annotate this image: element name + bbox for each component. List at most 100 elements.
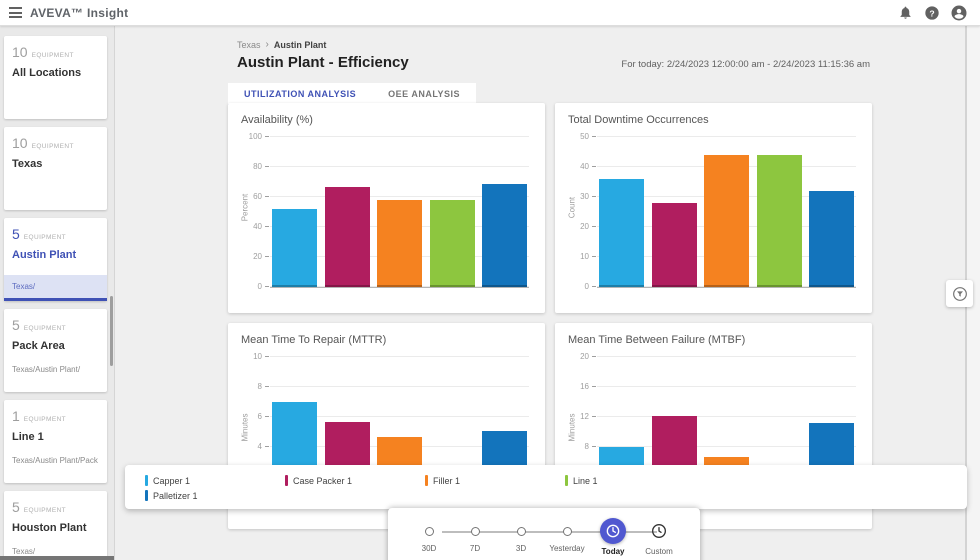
gridline [597,356,856,357]
time-option-yesterday[interactable]: Yesterday [544,518,590,558]
hamburger-menu-icon[interactable] [0,0,30,26]
app-title: AVEVA™ Insight [30,5,129,20]
sidebar-item-pack-area[interactable]: 5 EQUIPMENT Pack Area Texas/Austin Plant… [4,309,107,392]
legend-label: Filler 1 [433,475,461,486]
y-tick-label: 8 [257,382,262,391]
bar-capper-1[interactable] [272,209,317,287]
bar-line-1[interactable] [429,200,475,287]
legend-marker [565,475,568,486]
y-tick-label: 20 [253,252,262,261]
legend-label: Capper 1 [153,475,191,486]
location-path: Texas/Austin Plant/ [12,365,81,374]
time-option-today[interactable]: Today [590,518,636,558]
chart-card-downtime-occurrences: Total Downtime Occurrences Count 0 10 20 30… [555,103,872,313]
bar-case-packer-1[interactable] [324,186,370,287]
legend-item-case-packer-1[interactable]: Case Packer 1 [285,473,425,488]
breadcrumb-austin-plant: Austin Plant [273,39,327,50]
sidebar-item-houston-plant[interactable]: 5 EQUIPMENT Houston Plant Texas/ [4,491,107,560]
notifications-bell-icon[interactable] [896,4,914,22]
sidebar-item-austin-plant[interactable]: 5 EQUIPMENT Austin Plant Texas/ [4,218,107,301]
y-tick-label: 6 [257,412,262,421]
help-icon[interactable]: ? [923,4,941,22]
time-option-30d[interactable]: 30D [406,518,452,558]
tick-mark [592,416,596,417]
bar-capper-1[interactable] [599,179,644,287]
bar-filler-1[interactable] [377,200,422,287]
filter-icon [952,286,967,301]
legend-item-filler-1[interactable]: Filler 1 [425,473,565,488]
bar-line-1[interactable] [756,155,802,287]
location-path: Texas/Austin Plant/Pack ... [12,456,99,465]
tick-mark [265,166,269,167]
tick-mark [592,166,596,167]
equipment-unit-label: EQUIPMENT [31,143,74,150]
tick-mark [265,196,269,197]
equipment-unit-label: EQUIPMENT [23,234,67,241]
y-tick-label: 40 [580,162,589,171]
availability-bar-chart: 0 20 40 60 80 100 [249,132,529,291]
tick-mark [265,136,269,137]
y-tick-label: 60 [253,192,262,201]
time-option-label: 7D [469,544,481,553]
main-content: Texas › Austin Plant Austin Plant - Effi… [115,26,980,560]
y-tick-label: 4 [257,442,262,451]
legend-item-line-1[interactable]: Line 1 [565,473,705,488]
y-tick-label: 100 [248,132,262,141]
tick-mark [592,356,596,357]
time-option-label: Today [601,547,625,556]
equipment-unit-label: EQUIPMENT [31,52,74,59]
sidebar-item-line-1[interactable]: 1 EQUIPMENT Line 1 Texas/Austin Plant/Pa… [4,400,107,483]
tick-mark [265,256,269,257]
location-name: Austin Plant [12,249,77,261]
legend-label: Palletizer 1 [153,490,198,501]
tick-mark [265,356,269,357]
x-axis-baseline [270,287,529,288]
gridline [597,386,856,387]
time-option-label: 30D [421,544,437,553]
tab-oee-analysis[interactable]: OEE ANALYSIS [388,88,461,99]
legend-item-capper-1[interactable]: Capper 1 [145,473,285,488]
gridline [270,416,529,417]
filter-panel-button[interactable] [946,280,973,307]
equipment-count: 5 [12,499,20,515]
breadcrumb: Texas › Austin Plant [237,39,326,50]
tick-mark [265,286,269,287]
timeline-dot [424,527,434,536]
breadcrumb-texas[interactable]: Texas [237,39,261,50]
time-option-7d[interactable]: 7D [452,518,498,558]
y-tick-label: 40 [253,222,262,231]
legend-marker [145,490,148,501]
sidebar-item-texas[interactable]: 10 EQUIPMENT Texas [4,127,107,210]
bar-case-packer-1[interactable] [651,203,697,287]
tick-mark [592,286,596,287]
bar-palletizer-1[interactable] [809,191,854,287]
timeline-dot [470,527,480,536]
chart-title: Total Downtime Occurrences [568,114,709,126]
sidebar-item-all-locations[interactable]: 10 EQUIPMENT All Locations [4,36,107,119]
tick-mark [592,226,596,227]
gridline [270,356,529,357]
legend-item-palletizer-1[interactable]: Palletizer 1 [145,488,285,503]
time-option-custom[interactable]: Custom [636,518,682,558]
chart-legend-bar: Capper 1 Case Packer 1 Filler 1 Line 1 P… [125,465,967,509]
sidebar-bottom-card-edge [0,556,114,560]
bar-palletizer-1[interactable] [482,183,527,287]
gridline [270,166,529,167]
tick-mark [592,256,596,257]
tick-mark [265,416,269,417]
page-title: Austin Plant - Efficiency [237,54,409,71]
timeline-connector [442,531,657,533]
clock-icon [600,518,626,544]
y-tick-label: 20 [580,352,589,361]
time-option-label: Yesterday [549,544,585,553]
account-icon[interactable] [950,4,968,22]
svg-text:?: ? [929,8,934,18]
gridline [270,386,529,387]
bar-filler-1[interactable] [704,155,749,287]
gridline [597,136,856,137]
location-path: Texas/ [12,547,36,556]
time-option-3d[interactable]: 3D [498,518,544,558]
sidebar-scrollbar[interactable] [110,296,113,366]
equipment-unit-label: EQUIPMENT [23,416,67,423]
y-tick-label: 50 [580,132,589,141]
